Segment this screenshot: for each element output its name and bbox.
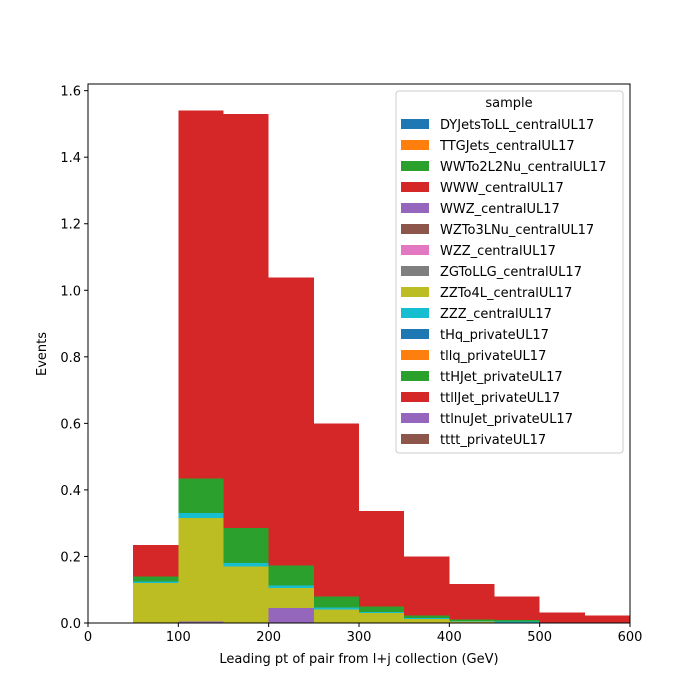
legend-swatch-14 <box>401 413 429 423</box>
x-tick-label-0: 0 <box>84 630 92 645</box>
y-tick-label-5: 1.0 <box>60 284 81 299</box>
bar-9-bin-8 <box>494 621 540 623</box>
bar-13-bin-2 <box>223 113 269 529</box>
x-tick-label-4: 400 <box>437 630 462 645</box>
legend-label-5: WZTo3LNu_centralUL17 <box>440 223 594 238</box>
legend-label-2: WWTo2L2Nu_centralUL17 <box>440 160 606 175</box>
y-tick-label-7: 1.4 <box>60 151 81 166</box>
y-tick-label-8: 1.6 <box>60 85 81 100</box>
legend-swatch-2 <box>401 161 429 171</box>
x-tick-label-3: 300 <box>347 630 372 645</box>
legend-swatch-11 <box>401 350 429 360</box>
bar-8-bin-5 <box>359 613 405 623</box>
y-tick-label-4: 0.8 <box>60 351 81 366</box>
legend-swatch-9 <box>401 308 429 318</box>
legend-label-7: ZGToLLG_centralUL17 <box>440 265 582 280</box>
legend-label-12: ttHJet_privateUL17 <box>440 370 563 385</box>
legend-label-11: tllq_privateUL17 <box>440 349 546 364</box>
bar-13-bin-4 <box>313 423 359 597</box>
y-tick-label-1: 0.2 <box>60 550 81 565</box>
legend-label-3: WWW_centralUL17 <box>440 181 564 196</box>
bar-12-bin-4 <box>313 596 359 608</box>
x-axis-label: Leading pt of pair from l+j collection (… <box>219 652 498 667</box>
bar-9-bin-4 <box>313 607 359 610</box>
legend-title: sample <box>485 96 532 111</box>
x-tick-label-2: 200 <box>256 630 281 645</box>
legend-swatch-8 <box>401 287 429 297</box>
bar-13-bin-3 <box>268 277 314 566</box>
bar-4-bin-3 <box>268 608 314 623</box>
legend-swatch-10 <box>401 329 429 339</box>
legend-swatch-15 <box>401 434 429 444</box>
x-tick-label-1: 100 <box>166 630 191 645</box>
bar-8-bin-6 <box>404 619 450 623</box>
legend-swatch-13 <box>401 392 429 402</box>
bar-12-bin-1 <box>178 478 224 514</box>
bar-12-bin-7 <box>449 619 495 622</box>
legend-swatch-1 <box>401 140 429 150</box>
legend-label-13: ttllJet_privateUL17 <box>440 391 560 406</box>
bar-13-bin-10 <box>584 615 630 623</box>
bar-8-bin-2 <box>223 566 269 623</box>
x-tick-label-5: 500 <box>527 630 552 645</box>
bar-9-bin-6 <box>404 618 450 620</box>
x-axis: 0 100 200 300 400 500 600 <box>84 623 643 645</box>
bar-12-bin-8 <box>494 620 540 622</box>
legend-label-10: tHq_privateUL17 <box>440 328 549 343</box>
bar-12-bin-5 <box>359 606 405 613</box>
bar-8-bin-3 <box>268 588 314 609</box>
bar-8-bin-0 <box>133 583 179 623</box>
bar-12-bin-0 <box>133 576 179 582</box>
bar-12-bin-6 <box>404 615 450 619</box>
y-axis: 0.0 0.2 0.4 0.6 0.8 1.0 1.2 1.4 1.6 <box>60 85 88 632</box>
legend-label-6: WZZ_centralUL17 <box>440 244 556 259</box>
bar-13-bin-8 <box>494 596 540 621</box>
legend: sample DYJetsToLL_centralUL17 TTGJets_cen… <box>395 90 624 454</box>
legend-swatch-0 <box>401 119 429 129</box>
legend-label-14: ttlnuJet_privateUL17 <box>440 412 573 427</box>
bar-9-bin-3 <box>268 585 314 589</box>
bar-13-bin-9 <box>539 612 585 623</box>
legend-swatch-3 <box>401 182 429 192</box>
bar-9-bin-5 <box>359 612 405 614</box>
legend-label-15: tttt_privateUL17 <box>440 433 546 448</box>
bar-13-bin-6 <box>404 556 450 616</box>
bar-13-bin-1 <box>178 110 224 479</box>
legend-swatch-4 <box>401 203 429 213</box>
legend-label-9: ZZZ_centralUL17 <box>440 307 552 322</box>
bar-13-bin-0 <box>133 544 179 577</box>
y-tick-label-6: 1.2 <box>60 218 81 233</box>
bar-8-bin-1 <box>178 518 224 622</box>
y-tick-label-2: 0.4 <box>60 484 81 499</box>
legend-label-8: ZZTo4L_centralUL17 <box>440 286 572 301</box>
bar-8-bin-7 <box>449 621 495 623</box>
legend-label-1: TTGJets_centralUL17 <box>439 139 575 154</box>
bar-9-bin-7 <box>449 621 495 622</box>
legend-swatch-6 <box>401 245 429 255</box>
legend-label-0: DYJetsToLL_centralUL17 <box>440 118 594 133</box>
legend-swatch-7 <box>401 266 429 276</box>
y-tick-label-0: 0.0 <box>60 617 81 632</box>
bar-9-bin-0 <box>133 581 179 584</box>
bar-12-bin-2 <box>223 528 269 564</box>
bar-9-bin-1 <box>178 513 224 519</box>
bar-12-bin-3 <box>268 565 314 586</box>
legend-label-4: WWZ_centralUL17 <box>440 202 560 217</box>
bar-13-bin-7 <box>449 584 495 620</box>
bar-9-bin-2 <box>223 563 269 567</box>
x-tick-label-6: 600 <box>618 630 643 645</box>
legend-items: DYJetsToLL_centralUL17 TTGJets_centralUL1… <box>401 118 606 448</box>
bar-4-bin-1 <box>178 621 224 623</box>
legend-frame <box>395 90 624 454</box>
legend-swatch-12 <box>401 371 429 381</box>
y-tick-label-3: 0.6 <box>60 417 81 432</box>
bar-8-bin-4 <box>313 609 359 623</box>
y-axis-label: Events <box>35 332 50 376</box>
legend-swatch-5 <box>401 224 429 234</box>
bar-13-bin-5 <box>359 510 405 607</box>
histogram-bars <box>133 110 630 623</box>
